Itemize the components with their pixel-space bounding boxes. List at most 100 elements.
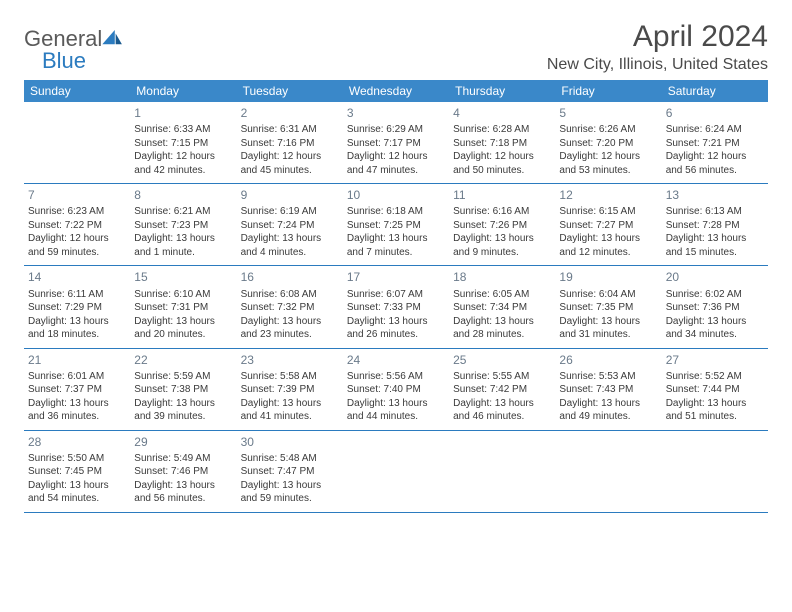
day-daylight2: and 31 minutes. (559, 328, 657, 342)
day-sunrise: Sunrise: 6:21 AM (134, 205, 232, 219)
day-daylight1: Daylight: 13 hours (28, 479, 126, 493)
day-cell: 7Sunrise: 6:23 AMSunset: 7:22 PMDaylight… (24, 184, 130, 265)
day-sunrise: Sunrise: 5:58 AM (241, 370, 339, 384)
day-sunset: Sunset: 7:44 PM (666, 383, 764, 397)
day-number: 24 (347, 352, 445, 368)
week-row: 1Sunrise: 6:33 AMSunset: 7:15 PMDaylight… (24, 102, 768, 184)
day-cell: 25Sunrise: 5:55 AMSunset: 7:42 PMDayligh… (449, 349, 555, 430)
day-sunset: Sunset: 7:29 PM (28, 301, 126, 315)
day-daylight1: Daylight: 12 hours (241, 150, 339, 164)
day-daylight1: Daylight: 13 hours (666, 397, 764, 411)
day-sunset: Sunset: 7:18 PM (453, 137, 551, 151)
day-daylight2: and 41 minutes. (241, 410, 339, 424)
day-daylight1: Daylight: 13 hours (453, 315, 551, 329)
day-sunrise: Sunrise: 6:18 AM (347, 205, 445, 219)
day-cell (662, 431, 768, 512)
day-cell: 16Sunrise: 6:08 AMSunset: 7:32 PMDayligh… (237, 266, 343, 347)
week-row: 7Sunrise: 6:23 AMSunset: 7:22 PMDaylight… (24, 184, 768, 266)
day-sunset: Sunset: 7:34 PM (453, 301, 551, 315)
day-daylight1: Daylight: 12 hours (453, 150, 551, 164)
day-cell: 14Sunrise: 6:11 AMSunset: 7:29 PMDayligh… (24, 266, 130, 347)
day-sunset: Sunset: 7:17 PM (347, 137, 445, 151)
day-number: 15 (134, 269, 232, 285)
day-daylight2: and 46 minutes. (453, 410, 551, 424)
day-number: 16 (241, 269, 339, 285)
day-cell: 5Sunrise: 6:26 AMSunset: 7:20 PMDaylight… (555, 102, 661, 183)
day-daylight1: Daylight: 13 hours (28, 315, 126, 329)
page-header: General Blue April 2024 New City, Illino… (24, 20, 768, 74)
day-daylight1: Daylight: 13 hours (559, 232, 657, 246)
day-sunrise: Sunrise: 6:10 AM (134, 288, 232, 302)
day-sunset: Sunset: 7:36 PM (666, 301, 764, 315)
day-sunset: Sunset: 7:38 PM (134, 383, 232, 397)
day-number: 25 (453, 352, 551, 368)
day-daylight1: Daylight: 13 hours (241, 479, 339, 493)
day-sunrise: Sunrise: 6:13 AM (666, 205, 764, 219)
day-daylight2: and 54 minutes. (28, 492, 126, 506)
logo: General Blue (24, 26, 124, 74)
day-number: 18 (453, 269, 551, 285)
day-sunset: Sunset: 7:22 PM (28, 219, 126, 233)
day-daylight2: and 15 minutes. (666, 246, 764, 260)
day-daylight1: Daylight: 13 hours (241, 315, 339, 329)
day-sunset: Sunset: 7:37 PM (28, 383, 126, 397)
day-cell: 19Sunrise: 6:04 AMSunset: 7:35 PMDayligh… (555, 266, 661, 347)
day-cell: 22Sunrise: 5:59 AMSunset: 7:38 PMDayligh… (130, 349, 236, 430)
day-number: 17 (347, 269, 445, 285)
day-sunset: Sunset: 7:40 PM (347, 383, 445, 397)
day-cell: 11Sunrise: 6:16 AMSunset: 7:26 PMDayligh… (449, 184, 555, 265)
day-daylight2: and 47 minutes. (347, 164, 445, 178)
day-daylight2: and 26 minutes. (347, 328, 445, 342)
day-sunrise: Sunrise: 6:31 AM (241, 123, 339, 137)
day-header: Thursday (449, 80, 555, 102)
day-daylight2: and 23 minutes. (241, 328, 339, 342)
day-sunrise: Sunrise: 5:52 AM (666, 370, 764, 384)
day-number: 21 (28, 352, 126, 368)
day-daylight1: Daylight: 13 hours (347, 315, 445, 329)
day-header: Wednesday (343, 80, 449, 102)
day-daylight2: and 59 minutes. (241, 492, 339, 506)
day-daylight2: and 7 minutes. (347, 246, 445, 260)
day-cell (555, 431, 661, 512)
day-daylight2: and 56 minutes. (134, 492, 232, 506)
day-number: 8 (134, 187, 232, 203)
day-cell: 28Sunrise: 5:50 AMSunset: 7:45 PMDayligh… (24, 431, 130, 512)
day-cell: 12Sunrise: 6:15 AMSunset: 7:27 PMDayligh… (555, 184, 661, 265)
day-sunset: Sunset: 7:27 PM (559, 219, 657, 233)
header-right: April 2024 New City, Illinois, United St… (547, 20, 768, 74)
day-number: 13 (666, 187, 764, 203)
day-sunrise: Sunrise: 6:33 AM (134, 123, 232, 137)
day-cell: 27Sunrise: 5:52 AMSunset: 7:44 PMDayligh… (662, 349, 768, 430)
day-daylight2: and 36 minutes. (28, 410, 126, 424)
day-daylight2: and 34 minutes. (666, 328, 764, 342)
day-daylight1: Daylight: 13 hours (28, 397, 126, 411)
day-sunset: Sunset: 7:26 PM (453, 219, 551, 233)
day-number: 9 (241, 187, 339, 203)
month-title: April 2024 (547, 20, 768, 54)
day-sunrise: Sunrise: 6:19 AM (241, 205, 339, 219)
day-number: 14 (28, 269, 126, 285)
day-number: 7 (28, 187, 126, 203)
day-sunrise: Sunrise: 5:53 AM (559, 370, 657, 384)
day-sunset: Sunset: 7:31 PM (134, 301, 232, 315)
day-cell: 3Sunrise: 6:29 AMSunset: 7:17 PMDaylight… (343, 102, 449, 183)
day-daylight1: Daylight: 13 hours (559, 315, 657, 329)
day-sunset: Sunset: 7:28 PM (666, 219, 764, 233)
location-text: New City, Illinois, United States (547, 56, 768, 74)
day-sunset: Sunset: 7:42 PM (453, 383, 551, 397)
day-daylight2: and 20 minutes. (134, 328, 232, 342)
day-daylight1: Daylight: 13 hours (134, 397, 232, 411)
day-sunrise: Sunrise: 6:07 AM (347, 288, 445, 302)
day-daylight2: and 39 minutes. (134, 410, 232, 424)
day-number: 12 (559, 187, 657, 203)
day-cell: 15Sunrise: 6:10 AMSunset: 7:31 PMDayligh… (130, 266, 236, 347)
day-header: Sunday (24, 80, 130, 102)
day-daylight2: and 59 minutes. (28, 246, 126, 260)
day-number: 11 (453, 187, 551, 203)
day-cell: 18Sunrise: 6:05 AMSunset: 7:34 PMDayligh… (449, 266, 555, 347)
day-sunrise: Sunrise: 5:49 AM (134, 452, 232, 466)
day-cell: 8Sunrise: 6:21 AMSunset: 7:23 PMDaylight… (130, 184, 236, 265)
day-sunrise: Sunrise: 6:26 AM (559, 123, 657, 137)
day-daylight2: and 56 minutes. (666, 164, 764, 178)
day-sunrise: Sunrise: 6:02 AM (666, 288, 764, 302)
